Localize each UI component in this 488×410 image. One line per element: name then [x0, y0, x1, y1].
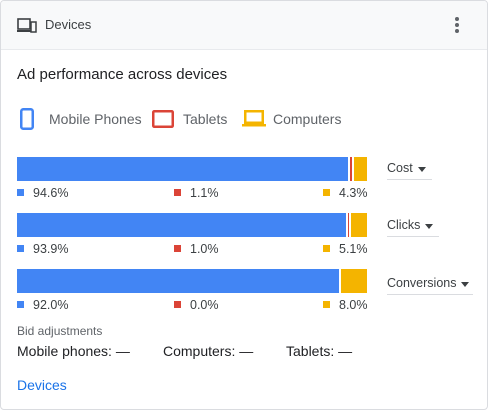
- legend-item-computer: Computers: [241, 108, 341, 130]
- legend-label-tablet: Tablets: [183, 111, 228, 127]
- bid-adjustment-mobile: Mobile phones: —: [17, 343, 130, 359]
- device-share-bar-conversions: [17, 269, 367, 293]
- bar-segment-tablet: [345, 213, 350, 237]
- value-computer: 5.1%: [339, 242, 368, 256]
- value-mobile: 93.9%: [33, 242, 69, 256]
- devices-link[interactable]: Devices: [17, 377, 67, 393]
- legend-label-computer: Computers: [273, 111, 342, 127]
- metric-label: Clicks: [387, 218, 421, 232]
- bid-adjustment-computers: Computers: —: [163, 343, 254, 359]
- metric-select-conversions[interactable]: Conversions: [387, 274, 473, 295]
- legend-swatch-tablet: [174, 301, 181, 308]
- card-header: Devices: [1, 1, 487, 50]
- bar-segment-mobile: [17, 269, 339, 293]
- bar-segment-computer: [349, 213, 367, 237]
- legend-swatch-mobile: [17, 189, 24, 196]
- value-computer: 4.3%: [339, 186, 368, 200]
- value-tablet: 1.0%: [190, 242, 219, 256]
- value-computer: 8.0%: [339, 298, 368, 312]
- bar-segment-computer: [339, 269, 367, 293]
- devices-icon: [17, 18, 37, 33]
- bar-segment-mobile: [17, 157, 349, 181]
- legend-swatch-mobile: [17, 301, 24, 308]
- metric-select-cost[interactable]: Cost: [387, 159, 432, 180]
- device-share-bar-cost: [17, 157, 367, 181]
- dropdown-arrow-icon: [425, 224, 433, 229]
- more-vert-icon[interactable]: [449, 14, 465, 36]
- metric-label: Cost: [387, 161, 413, 175]
- value-mobile: 94.6%: [33, 186, 69, 200]
- bar-segment-mobile: [17, 213, 346, 237]
- legend-swatch-computer: [323, 301, 330, 308]
- tablet-icon: [152, 110, 174, 128]
- legend-label-mobile: Mobile Phones: [49, 111, 142, 127]
- legend-swatch-computer: [323, 189, 330, 196]
- bid-adjustments-title: Bid adjustments: [17, 324, 103, 338]
- value-tablet: 1.1%: [190, 186, 219, 200]
- legend-item-tablet: Tablets: [151, 108, 231, 130]
- metric-select-clicks[interactable]: Clicks: [387, 216, 439, 237]
- bar-segment-computer: [351, 157, 367, 181]
- value-mobile: 92.0%: [33, 298, 69, 312]
- legend-swatch-mobile: [17, 245, 24, 252]
- bar-segment-tablet: [348, 157, 352, 181]
- legend-swatch-tablet: [174, 245, 181, 252]
- legend-swatch-tablet: [174, 189, 181, 196]
- metric-label: Conversions: [387, 276, 457, 290]
- mobile-phone-icon: [20, 108, 34, 130]
- legend-item-mobile: Mobile Phones: [17, 108, 142, 130]
- computer-icon: [242, 110, 266, 127]
- value-tablet: 0.0%: [190, 298, 219, 312]
- card-title: Devices: [45, 17, 92, 32]
- bid-adjustment-tablets: Tablets: —: [286, 343, 353, 359]
- device-share-bar-clicks: [17, 213, 367, 237]
- dropdown-arrow-icon: [461, 282, 469, 287]
- card-subtitle: Ad performance across devices: [17, 66, 228, 83]
- dropdown-arrow-icon: [418, 167, 426, 172]
- legend-swatch-computer: [323, 245, 330, 252]
